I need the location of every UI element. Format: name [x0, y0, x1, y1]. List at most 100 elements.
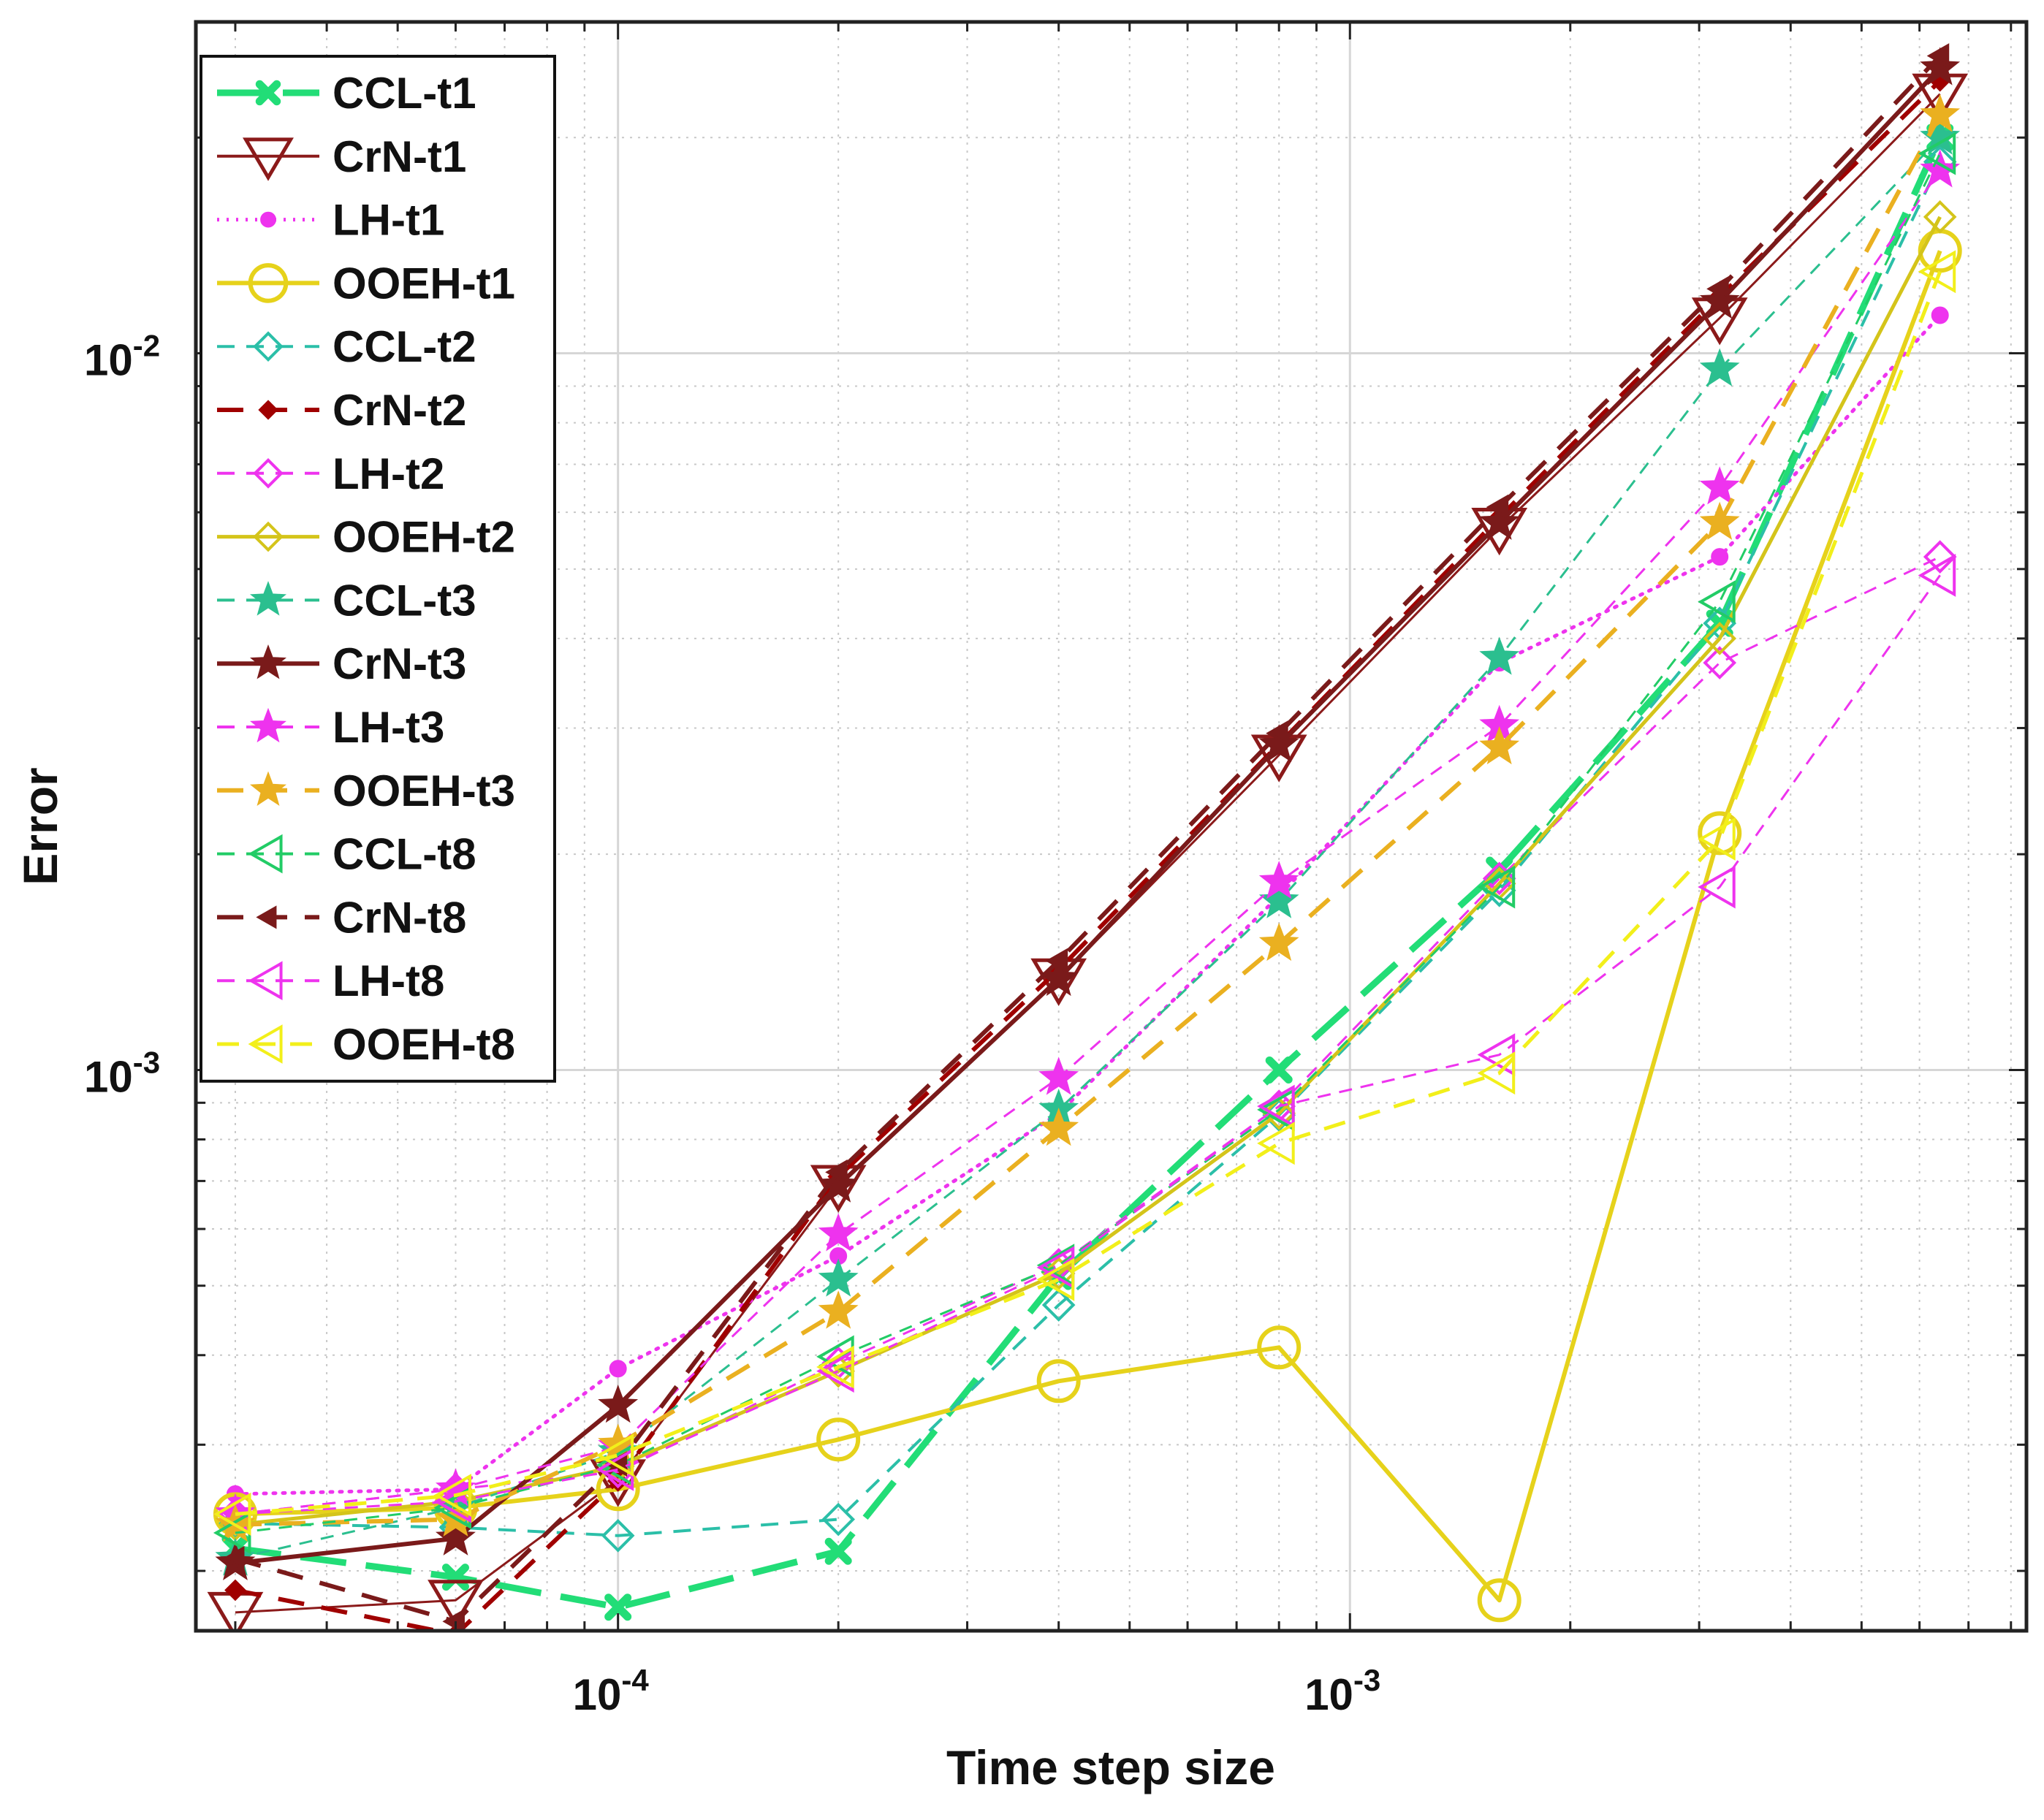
series-ooeh-t8 [213, 250, 1956, 1536]
legend-label-ooeh-t3: OOEH-t3 [333, 766, 515, 815]
legend-marker-ooeh-t8 [248, 1024, 283, 1064]
data-point-ooeh-t8-6 [1477, 1051, 1516, 1095]
legend-item-lh-t1: LH-t1 [217, 196, 444, 245]
legend-label-ccl-t2: CCL-t2 [333, 322, 476, 371]
data-point-crn-t3-7 [1699, 281, 1740, 319]
legend-marker-crn-t1 [243, 137, 294, 181]
legend-item-crn-t1: CrN-t1 [217, 132, 466, 181]
data-point-ccl-t1-3 [824, 1537, 852, 1565]
y-axis-label: Error [13, 767, 67, 885]
data-point-lh-t3-3 [818, 1213, 859, 1252]
data-point-crn-t8-4 [1045, 948, 1068, 974]
legend-marker-crn-t8 [256, 905, 277, 929]
legend-item-ccl-t3: CCL-t3 [217, 576, 476, 625]
data-point-ccl-t2-6 [1482, 873, 1516, 907]
data-point-lh-t2-7 [1703, 646, 1737, 679]
data-point-crn-t3-1 [436, 1517, 476, 1556]
legend-item-crn-t8: CrN-t8 [217, 893, 466, 942]
legend-item-ooeh-t2: OOEH-t2 [217, 513, 515, 562]
y-tick-label: 10-3 [84, 1045, 160, 1101]
legend-marker-lh-t2 [253, 457, 284, 489]
data-point-crn-t8-1 [442, 1608, 465, 1631]
data-point-crn-t3-6 [1479, 501, 1520, 540]
data-point-ooeh-t8-1 [433, 1474, 471, 1518]
plot-series [207, 43, 1969, 1631]
data-point-crn-t3-3 [818, 1164, 859, 1203]
legend-label-lh-t3: LH-t3 [333, 703, 444, 752]
data-point-ooeh-t3-7 [1699, 501, 1740, 540]
data-point-lh-t2-8 [1923, 540, 1957, 574]
data-point-ooeh-t8-2 [596, 1433, 634, 1477]
data-point-lh-t8-8 [1918, 553, 1956, 597]
legend-label-crn-t1: CrN-t1 [333, 132, 466, 181]
data-point-lh-t1-8 [1931, 306, 1949, 324]
legend-marker-lh-t8 [248, 961, 283, 1001]
data-point-ooeh-t1-6 [1477, 1578, 1521, 1623]
data-point-ccl-t2-4 [1041, 1288, 1076, 1322]
data-point-crn-t2-0 [224, 1579, 246, 1602]
data-point-ooeh-t1-4 [1036, 1359, 1081, 1404]
legend-marker-ccl-t3 [250, 581, 286, 616]
legend-marker-ccl-t2 [253, 331, 284, 362]
data-point-ooeh-t3-8 [1920, 94, 1961, 132]
legend-item-lh-t2: LH-t2 [217, 449, 444, 498]
data-point-lh-t1-7 [1711, 548, 1729, 566]
data-point-ccl-t3-8 [1920, 116, 1961, 155]
data-point-crn-t8-5 [1266, 720, 1288, 747]
series-line-ooeh-t8 [235, 270, 1942, 1516]
data-point-lh-t8-7 [1698, 865, 1736, 909]
legend-label-ccl-t3: CCL-t3 [333, 576, 476, 625]
data-point-ccl-t2-3 [821, 1502, 856, 1537]
series-line-lh-t8 [235, 574, 1941, 1515]
series-line-ccl-t8 [235, 153, 1942, 1534]
data-point-ooeh-t8-5 [1257, 1122, 1295, 1165]
data-point-lh-t8-5 [1257, 1084, 1295, 1128]
data-point-crn-t3-2 [598, 1385, 639, 1423]
x-tick-label: 10-3 [1304, 1663, 1380, 1719]
legend-label-lh-t2: LH-t2 [333, 449, 444, 498]
legend-marker-crn-t2 [258, 400, 278, 420]
legend-label-ccl-t8: CCL-t8 [333, 830, 476, 879]
data-point-lh-t3-5 [1258, 861, 1299, 899]
legend-item-crn-t2: CrN-t2 [217, 386, 466, 435]
data-point-ooeh-t2-5 [1262, 1096, 1296, 1130]
y-axis-ticks: 10-3 10-2 [84, 136, 2026, 1572]
data-point-ooeh-t3-4 [1038, 1107, 1079, 1146]
data-point-ooeh-t1-7 [1698, 811, 1742, 856]
data-point-ooeh-t2-8 [1923, 200, 1957, 234]
data-point-ccl-t3-5 [1258, 880, 1299, 918]
data-point-crn-t3-8 [1920, 47, 1961, 85]
legend-item-ooeh-t3: OOEH-t3 [217, 766, 515, 815]
legend-item-ccl-t8: CCL-t8 [217, 830, 476, 879]
data-point-ccl-t3-7 [1699, 348, 1740, 387]
series-line-ccl-t2 [235, 161, 1942, 1537]
data-point-ooeh-t3-3 [818, 1290, 859, 1329]
legend-label-ooeh-t1: OOEH-t1 [333, 259, 515, 308]
series-line-ccl-t1 [235, 136, 1943, 1611]
data-point-lh-t1-2 [609, 1360, 627, 1378]
data-point-crn-t8-7 [1706, 275, 1729, 302]
data-point-ccl-t1-5 [1265, 1056, 1293, 1084]
data-point-crn-t3-5 [1258, 723, 1299, 763]
legend-label-lh-t1: LH-t1 [333, 196, 444, 245]
series-line-ooeh-t1 [235, 250, 1942, 1603]
legend-item-ccl-t2: CCL-t2 [217, 322, 476, 371]
legend-item-lh-t8: LH-t8 [217, 956, 444, 1005]
y-tick-label: 10-2 [84, 329, 160, 385]
legend-marker-ooeh-t3 [250, 771, 286, 806]
x-axis-ticks: 10-4 10-3 [234, 22, 2013, 1719]
data-point-crn-t8-6 [1486, 494, 1509, 520]
data-point-crn-t8-3 [825, 1159, 848, 1185]
data-point-ooeh-t8-4 [1036, 1257, 1075, 1301]
legend-item-lh-t3: LH-t3 [217, 703, 444, 752]
data-point-crn-t8-8 [1926, 43, 1950, 69]
data-point-ooeh-t8-3 [816, 1345, 854, 1389]
data-point-crn-t8-0 [221, 1545, 245, 1572]
legend-label-ccl-t1: CCL-t1 [333, 69, 476, 118]
data-point-ooeh-t1-3 [816, 1417, 861, 1462]
legend-item-ooeh-t1: OOEH-t1 [217, 259, 515, 308]
data-point-ccl-t8-6 [1477, 865, 1516, 909]
data-point-ccl-t1-1 [441, 1564, 469, 1591]
legend-label-crn-t3: CrN-t3 [333, 639, 466, 688]
data-point-lh-t3-4 [1038, 1056, 1079, 1095]
